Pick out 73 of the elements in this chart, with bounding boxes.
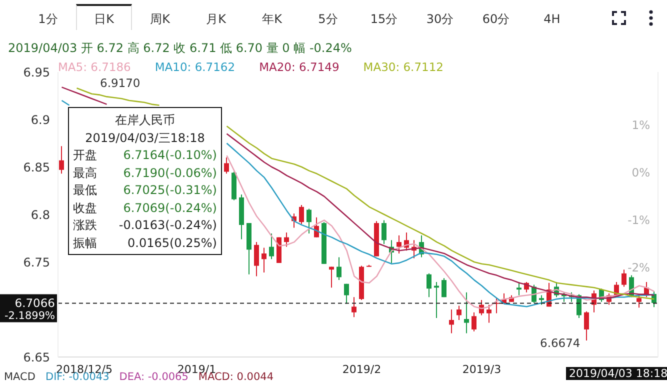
- candlestick: [284, 232, 289, 248]
- candlestick: [622, 269, 626, 288]
- text: 日K: [76, 4, 132, 30]
- y2-tick-label: 0%: [632, 166, 650, 180]
- text: 月K: [205, 11, 227, 28]
- candlestick: [299, 204, 304, 224]
- text: -2.1899%: [4, 310, 56, 322]
- annotation: 最高: [73, 164, 97, 182]
- y2-tick-label: -1%: [628, 213, 650, 228]
- annotation: -0.0163(-0.24%): [118, 217, 217, 234]
- y2-tick-label: 1%: [632, 118, 650, 132]
- y-tick-label: 6.95: [23, 65, 50, 80]
- annotation: 6.7069(-0.24%): [123, 200, 217, 216]
- candlestick: [486, 304, 492, 324]
- text: MA30: 6.7112: [363, 60, 444, 74]
- text: 4H: [542, 11, 562, 28]
- y-tick-label: 6.75: [23, 255, 50, 270]
- candlestick: [224, 157, 229, 174]
- annotation: 振幅: [73, 234, 97, 252]
- annotation: 涨跌: [73, 217, 97, 234]
- candlestick: [352, 296, 356, 318]
- text: MA10: 6.7162: [154, 60, 236, 74]
- text: 年K: [261, 11, 283, 28]
- annotation: 6.7190(-0.06%): [123, 164, 217, 182]
- candlestick: [426, 272, 432, 298]
- x-tick-label: 2019/3: [462, 362, 502, 376]
- candlestick: [254, 242, 259, 277]
- annotation: 6.6674: [540, 336, 580, 350]
- annotation: 6.7025(-0.31%): [123, 182, 217, 199]
- annotation: 收盘: [73, 200, 97, 216]
- candlestick: [306, 208, 312, 234]
- candlestick: [382, 220, 386, 244]
- y-tick-label: 6.85: [23, 160, 50, 174]
- text: 2019/04/03 开 6.72 高 6.72 收 6.71 低 6.70 量 0 幅 -0.24%: [8, 40, 352, 57]
- candlestick: [584, 310, 589, 341]
- candlestick: [449, 309, 454, 334]
- annotation: 6.7164(-0.10%): [123, 147, 217, 164]
- annotation: 2019/04/03/三18:18: [84, 130, 206, 147]
- text: 2019/04/03 18:18: [566, 367, 667, 380]
- text: MACD: 0.0044: [198, 371, 274, 383]
- y-tick-label: 6.9: [30, 112, 50, 127]
- annotation: 在岸人民币: [114, 112, 176, 129]
- annotation: 最低: [73, 182, 97, 199]
- annotation: 0.0165(0.25%): [128, 234, 217, 252]
- text: 60分: [481, 11, 511, 28]
- ref-line-label: 6.7066: [14, 296, 55, 310]
- candlestick: [269, 233, 274, 260]
- candlestick: [456, 305, 462, 320]
- y-tick-label: 6.65: [23, 350, 50, 364]
- text: 30分: [425, 11, 455, 28]
- candlestick: [336, 256, 342, 281]
- text: MA20: 6.7149: [259, 60, 340, 74]
- candlestick: [464, 292, 469, 334]
- text: 5分: [317, 11, 339, 28]
- candlestick: [472, 312, 476, 332]
- text: 15分: [369, 11, 399, 28]
- annotation: 6.9170: [100, 76, 140, 90]
- text: MACD: [4, 371, 36, 383]
- x-tick-label: 2019/2: [342, 362, 382, 376]
- text: 1分: [37, 11, 59, 28]
- candlestick: [539, 294, 544, 306]
- candlestick: [59, 146, 64, 174]
- candlestick: [344, 283, 349, 304]
- y2-tick-label: -2%: [628, 260, 650, 274]
- candlestick: [516, 281, 522, 296]
- text: MA5: 6.7186: [58, 60, 131, 74]
- candlestick: [636, 294, 642, 308]
- annotation: 开盘: [73, 147, 97, 164]
- text: 周K: [149, 11, 171, 28]
- candlestick: [396, 234, 402, 254]
- y-tick-label: 6.8: [30, 208, 50, 222]
- candlestick: [442, 278, 446, 298]
- candlestick: [262, 247, 266, 273]
